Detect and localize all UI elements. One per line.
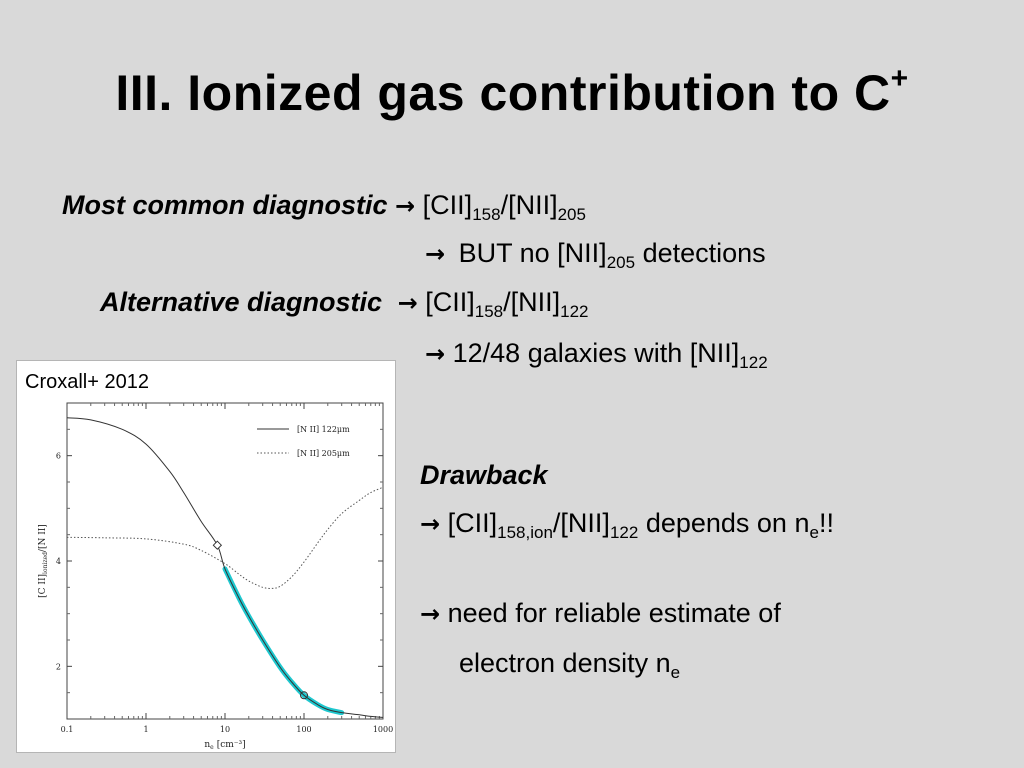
x-tick-label: 0.1 <box>61 725 74 734</box>
chart-svg: 2 4 6 0.1 1 10 100 1000 [N II] 122μm [N II] 205… <box>38 402 393 751</box>
line-most-common-diagnostic: Most common diagnostic → [CII]158/[NII]2… <box>62 190 586 224</box>
arrow-icon: → <box>420 600 441 628</box>
arrow-icon: → <box>395 192 416 220</box>
slide-title: III. Ionized gas contribution to C+ <box>115 62 909 121</box>
y-tick-label: 4 <box>56 557 61 566</box>
arrow-icon: → <box>425 240 446 268</box>
y-tick-label: 6 <box>56 452 61 461</box>
marker-circle <box>300 691 308 700</box>
label-most-common: Most common diagnostic <box>62 190 388 220</box>
x-axis-label: ne [cm⁻³] <box>204 740 245 751</box>
figure-croxall: Croxall+ 2012 2 4 6 0.1 1 10 100 1000 [N II] 1… <box>16 360 396 753</box>
line-galaxies-count: → 12/48 galaxies with [NII]122 <box>425 338 768 372</box>
legend-label: [N II] 122μm <box>297 425 350 434</box>
series-line-nii-205 <box>66 486 384 589</box>
arrow-icon: → <box>397 289 418 317</box>
figure-credit: Croxall+ 2012 <box>25 371 149 393</box>
line-electron-density: electron density ne <box>459 648 681 682</box>
line-need-estimate: → need for reliable estimate of <box>420 598 781 628</box>
x-tick-label: 100 <box>296 725 311 734</box>
highlight-range <box>222 566 345 716</box>
label-alternative: Alternative diagnostic <box>100 287 383 317</box>
legend-label: [N II] 205μm <box>297 449 350 458</box>
line-but-no-detections: → BUT no [NII]205 detections <box>425 238 766 272</box>
x-tick-label: 1 <box>143 725 148 734</box>
arrow-icon: → <box>420 510 441 538</box>
y-axis-label: [C II]ionized/[N II] <box>38 524 49 598</box>
series-line-nii-122 <box>66 417 384 718</box>
marker-diamond <box>212 540 223 550</box>
y-tick-label: 2 <box>56 662 61 671</box>
arrow-icon: → <box>425 340 446 368</box>
line-drawback: Drawback <box>420 460 548 491</box>
x-tick-label: 1000 <box>373 725 393 734</box>
line-alternative-diagnostic: Alternative diagnostic → [CII]158/[NII]1… <box>100 287 589 321</box>
x-tick-label: 10 <box>220 725 230 734</box>
line-depends-on-ne: → [CII]158,ion/[NII]122 depends on ne!! <box>420 508 834 542</box>
label-drawback: Drawback <box>420 460 548 490</box>
